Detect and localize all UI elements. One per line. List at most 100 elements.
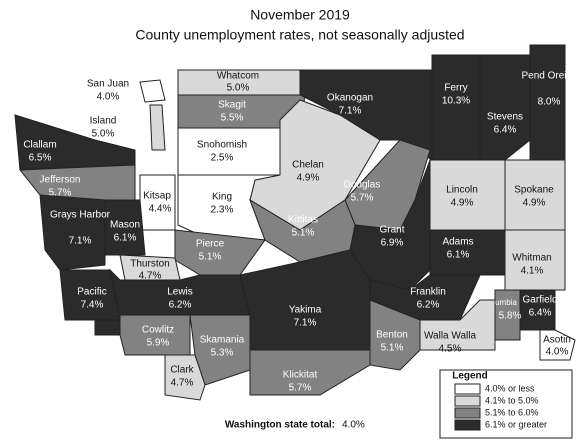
legend-title: Legend — [452, 371, 488, 382]
county: Jefferson 5.7% — [18, 164, 136, 201]
region-shape — [94, 319, 121, 336]
county-label: 5.0% — [227, 83, 250, 94]
county: Island 5.0% — [90, 104, 166, 151]
region-shape — [189, 314, 251, 386]
county: Wahkiakum 6.6% — [59, 319, 121, 388]
legend-item: 4.1% to 5.0% — [485, 395, 539, 405]
county-label: Clark — [170, 365, 194, 376]
county-label: Pierce — [196, 239, 225, 250]
county-label: 5.3% — [211, 348, 234, 359]
county-label: Clallam — [23, 140, 56, 151]
county-label: 6.5% — [29, 153, 52, 164]
county-label: 7.1% — [294, 318, 317, 329]
county-label: Douglas — [344, 180, 381, 191]
county-label: Lewis — [167, 287, 193, 298]
county: Skagit 5.5% — [177, 94, 306, 129]
region-shape — [479, 54, 531, 161]
county-label: 7.1% — [69, 236, 92, 247]
county-label: Grant — [379, 225, 404, 236]
subtitle: County unemployment rates, not seasonall… — [135, 27, 464, 43]
county: Pacific 7.4% — [59, 269, 121, 321]
county: Pend Oreille 8.0% — [521, 44, 577, 161]
county-label: 5.1% — [199, 252, 222, 263]
county-label: 4.9% — [297, 173, 320, 184]
legend-item: 6.1% or greater — [485, 419, 547, 429]
region-shape — [149, 104, 166, 151]
county-label: 5.1% — [381, 343, 404, 354]
county-label: 6.4% — [529, 308, 552, 319]
region-shape — [454, 419, 481, 431]
county-label: Whatcom — [217, 71, 259, 82]
county-label: 6.2% — [169, 300, 192, 311]
county-label: Skagit — [218, 100, 246, 111]
county-label: 4.9% — [451, 198, 474, 209]
county-label: Spokane — [514, 185, 554, 196]
county-label: Benton — [376, 330, 408, 341]
county-label: Yakima — [289, 305, 322, 316]
county-label: Grays Harbor — [50, 210, 111, 221]
county-label: 2.3% — [211, 205, 234, 216]
county-label: Wahkiakum — [59, 364, 111, 375]
county-label: Columbia — [483, 298, 517, 307]
county-label: Pacific — [77, 287, 106, 298]
county-label: Franklin — [410, 287, 446, 298]
county: Columbia 5.8% — [483, 289, 522, 341]
county-label: Asotin — [543, 335, 571, 346]
county-label: Klickitat — [283, 370, 318, 381]
region-shape — [454, 407, 481, 419]
county-label: 5.1% — [292, 228, 315, 239]
county: Clark 4.7% — [164, 354, 206, 401]
county-label: Okanogan — [327, 93, 373, 104]
county: Whitman 4.1% — [504, 229, 566, 291]
legend-item: 5.1% to 6.0% — [485, 407, 539, 417]
title: November 2019 — [250, 7, 350, 23]
region-shape — [239, 249, 371, 351]
region-shape — [539, 329, 576, 361]
county-label: Skamania — [200, 335, 245, 346]
county-label: 4.7% — [139, 271, 162, 282]
county-label: Snohomish — [197, 140, 247, 151]
footer-label: Washington state total: — [225, 420, 335, 431]
county-label: Whitman — [512, 253, 551, 264]
legend-item: 4.0% or less — [485, 383, 535, 393]
county-label: 5.0% — [92, 129, 115, 140]
county-label: King — [212, 192, 232, 203]
county-label: 4.7% — [171, 378, 194, 389]
county: Grays Harbor 7.1% — [39, 194, 111, 271]
county-label: 5.7% — [289, 383, 312, 394]
county-label: Ferry — [444, 83, 467, 94]
county-label: 6.4% — [494, 125, 517, 136]
county-label: Mason — [110, 220, 140, 231]
county: Klickitat 5.7% — [249, 349, 371, 396]
county-label: 6.6% — [74, 377, 97, 388]
county-label: Walla Walla — [424, 331, 476, 342]
county: Stevens 6.4% — [479, 54, 531, 161]
county-label: 5.5% — [221, 113, 244, 124]
county: Lincoln 4.9% — [429, 159, 506, 231]
county: Cowlitz 5.9% — [119, 314, 191, 356]
county-label: 7.1% — [339, 106, 362, 117]
county-label: 6.1% — [114, 233, 137, 244]
county: San Juan 4.0% — [87, 79, 166, 103]
region-shape — [454, 383, 481, 395]
region-shape — [454, 395, 481, 407]
county-label: 8.0% — [538, 97, 561, 108]
county: Adams 6.1% — [429, 229, 506, 276]
county-label: Pend Oreille — [521, 71, 576, 82]
region-shape — [504, 229, 566, 291]
county-label: 2.5% — [211, 153, 234, 164]
county-label: 5.7% — [49, 188, 72, 199]
county: Garfield 6.4% — [519, 289, 558, 331]
region-shape — [39, 194, 106, 271]
county: Skamania 5.3% — [189, 314, 251, 386]
county: Spokane 4.9% — [504, 159, 566, 231]
county-label: Jefferson — [40, 175, 81, 186]
county-label: 4.0% — [546, 347, 569, 358]
county-label: Island — [90, 116, 117, 127]
county-label: Kittitas — [288, 215, 318, 226]
county-label: 7.4% — [81, 300, 104, 311]
